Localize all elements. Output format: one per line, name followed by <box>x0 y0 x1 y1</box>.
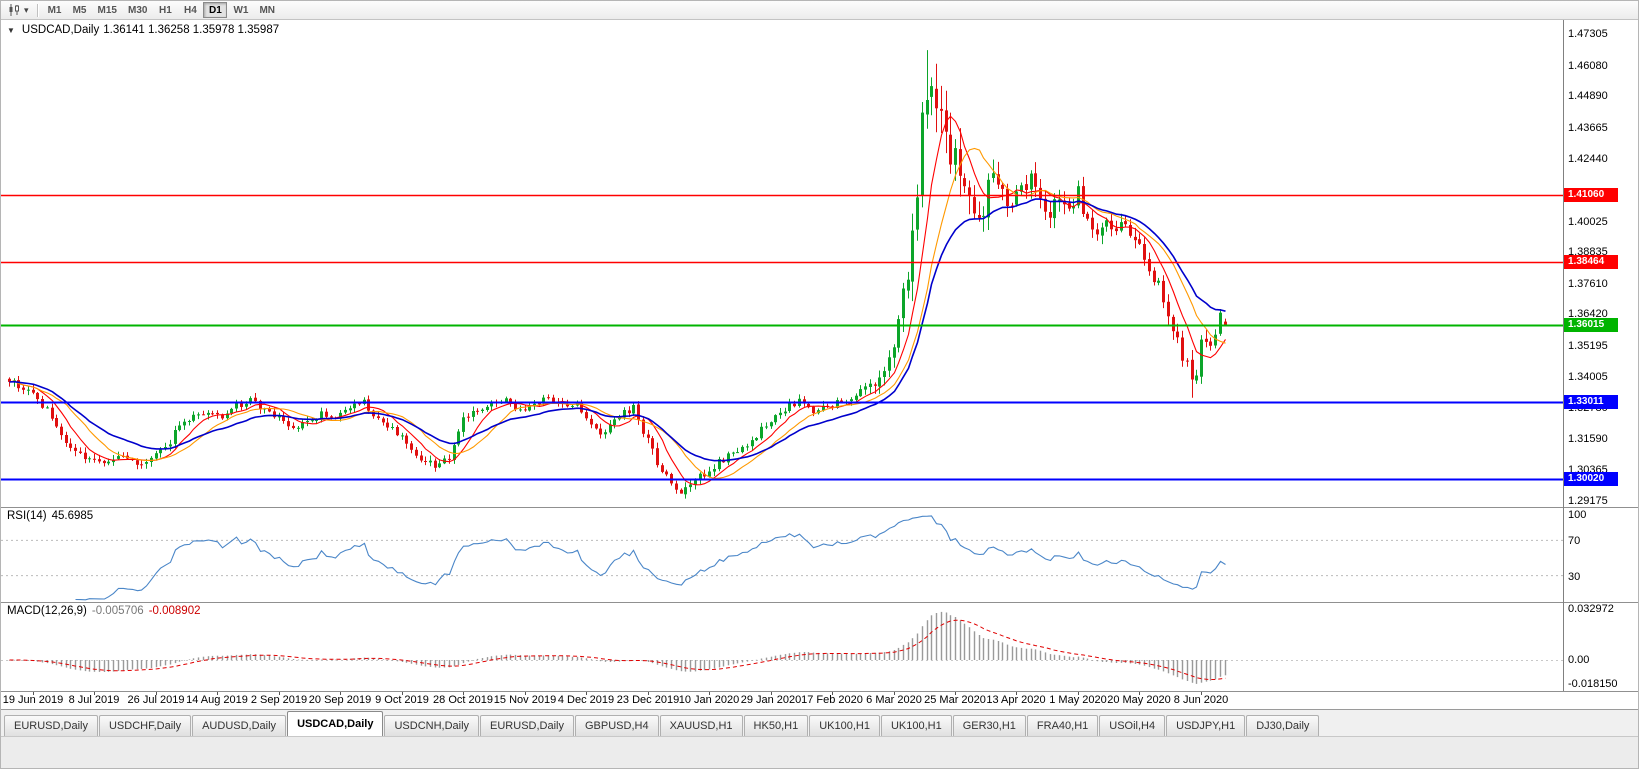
chart-tab-fra40-h1[interactable]: FRA40,H1 <box>1026 715 1099 736</box>
chart-tab-dj30-daily[interactable]: DJ30,Daily <box>1246 715 1320 736</box>
rsi-axis-tick: 100 <box>1568 509 1587 521</box>
moving-average-line <box>9 115 1226 486</box>
time-axis-label: 26 Jul 2019 <box>127 694 185 706</box>
macd-signal-line <box>9 619 1226 680</box>
timeframe-button-m15[interactable]: M15 <box>97 5 117 16</box>
price-axis-tick: 1.43665 <box>1568 122 1608 134</box>
chart-tab-gbpusd-h4[interactable]: GBPUSD,H4 <box>575 715 659 736</box>
time-axis-label: 1 May 2020 <box>1049 694 1107 706</box>
time-axis-label: 29 Jan 2020 <box>740 694 802 706</box>
time-axis-label: 19 Jun 2019 <box>2 694 64 706</box>
macd-axis-tick: -0.018150 <box>1568 678 1618 690</box>
chart-type-icon[interactable] <box>6 2 24 18</box>
price-axis-tick: 1.29175 <box>1568 495 1608 507</box>
chart-tab-bar: EURUSD,Daily USDCHF,Daily AUDUSD,Daily USDC… <box>1 709 1638 736</box>
timeframe-button-m5[interactable]: M5 <box>72 5 87 16</box>
chart-tab-eurusd-daily[interactable]: EURUSD,Daily <box>480 715 574 736</box>
chart-tab-hk50-h1[interactable]: HK50,H1 <box>743 715 809 736</box>
time-axis-label: 4 Dec 2019 <box>557 694 615 706</box>
chart-tab-ger30-h1[interactable]: GER30,H1 <box>952 715 1026 736</box>
timeframe-buttons: M1 M5 M15 M30 H1 H4 D1 W1 MN <box>43 2 280 18</box>
chart-tab-usdchf-daily[interactable]: USDCHF,Daily <box>98 715 192 736</box>
time-axis-label: 15 Nov 2019 <box>493 694 557 706</box>
timeframe-button-m1[interactable]: M1 <box>47 5 62 16</box>
timeframe-button-h4[interactable]: H4 <box>184 5 197 16</box>
rsi-axis-tick: 70 <box>1568 535 1581 547</box>
time-axis-label: 25 Mar 2020 <box>924 694 986 706</box>
macd-label: MACD(12,26,9) <box>7 605 87 617</box>
price-axis-tick: 1.37610 <box>1568 278 1608 290</box>
time-axis-label: 14 Aug 2019 <box>186 694 248 706</box>
chart-tab-uk100-h1[interactable]: UK100,H1 <box>809 715 880 736</box>
time-axis-label: 8 Jun 2020 <box>1173 694 1229 706</box>
chart-tab-audusd-daily[interactable]: AUDUSD,Daily <box>192 715 287 736</box>
periodicity-toolbar: ▾ M1 M5 M15 M30 H1 H4 D1 W1 MN <box>1 1 1638 20</box>
timeframe-button-d1[interactable]: D1 <box>203 2 228 18</box>
time-axis-label: 9 Oct 2019 <box>375 694 429 706</box>
chart-tab-usdcad-daily[interactable]: USDCAD,Daily <box>287 711 384 736</box>
price-level-badge: 1.30020 <box>1564 472 1618 486</box>
moving-average-line <box>9 147 1226 480</box>
rsi-axis-tick: 30 <box>1568 571 1581 583</box>
chart-symbol-title: USDCAD,Daily <box>21 24 100 36</box>
timeframe-button-w1[interactable]: W1 <box>233 5 249 16</box>
rsi-value: 45.6985 <box>51 510 94 522</box>
price-level-badge: 1.38464 <box>1564 255 1618 269</box>
price-level-badge: 1.36015 <box>1564 318 1618 332</box>
time-axis-label: 28 Oct 2019 <box>433 694 493 706</box>
chart-tab-usdcnh-daily[interactable]: USDCNH,Daily <box>384 715 480 736</box>
chart-tab-usoil-h4[interactable]: USOil,H4 <box>1099 715 1166 736</box>
macd-axis-tick: 0.00 <box>1568 654 1590 666</box>
timeframe-button-h1[interactable]: H1 <box>159 5 172 16</box>
macd-indicator-label: MACD(12,26,9) -0.005706 -0.008902 <box>7 605 200 617</box>
chart-tab-uk100-h1[interactable]: UK100,H1 <box>880 715 952 736</box>
chart-tab-xauusd-h1[interactable]: XAUUSD,H1 <box>659 715 743 736</box>
rsi-line <box>75 515 1226 601</box>
moving-average-line <box>9 198 1226 462</box>
time-axis-label: 2 Sep 2019 <box>250 694 308 706</box>
time-axis-label: 17 Feb 2020 <box>801 694 863 706</box>
candlestick-series <box>8 50 1227 499</box>
price-axis-tick: 1.46080 <box>1568 60 1608 72</box>
price-axis-tick: 1.31590 <box>1568 433 1608 445</box>
status-bar-area <box>1 736 1638 768</box>
price-axis-tick: 1.34005 <box>1568 371 1608 383</box>
price-axis-tick: 1.47305 <box>1568 28 1608 40</box>
time-axis-label: 20 Sep 2019 <box>308 694 372 706</box>
chart-tab-eurusd-daily[interactable]: EURUSD,Daily <box>4 715 98 736</box>
macd-axis-tick: 0.032972 <box>1568 603 1614 615</box>
price-axis-tick: 1.35195 <box>1568 340 1608 352</box>
ohlc-toggle-icon[interactable]: ▼ <box>7 26 15 35</box>
rsi-label: RSI(14) <box>7 510 47 522</box>
toolbar-separator <box>36 3 38 17</box>
time-axis-label: 8 Jul 2019 <box>68 694 120 706</box>
timeframe-button-m30[interactable]: M30 <box>127 5 148 16</box>
macd-value-signal: -0.008902 <box>148 605 201 617</box>
time-axis-label: 13 Apr 2020 <box>986 694 1046 706</box>
chart-type-dropdown-icon[interactable]: ▾ <box>24 4 29 15</box>
time-axis-label: 10 Jan 2020 <box>678 694 740 706</box>
price-axis-tick: 1.44890 <box>1568 90 1608 102</box>
time-axis-label: 20 May 2020 <box>1107 694 1171 706</box>
chart-title: ▼ USDCAD,Daily 1.36141 1.36258 1.35978 1.3… <box>7 24 279 36</box>
price-level-badge: 1.33011 <box>1564 395 1618 409</box>
price-axis-tick: 1.42440 <box>1568 153 1608 165</box>
chart-tab-usdjpy-h1[interactable]: USDJPY,H1 <box>1166 715 1246 736</box>
price-axis-tick: 1.40025 <box>1568 216 1608 228</box>
rsi-indicator-label: RSI(14) 45.6985 <box>7 510 93 522</box>
price-level-badge: 1.41060 <box>1564 188 1618 202</box>
macd-value-main: -0.005706 <box>91 605 144 617</box>
price-axis-tick: 1.36420 <box>1568 308 1608 320</box>
time-axis-label: 23 Dec 2019 <box>616 694 680 706</box>
timeframe-button-mn[interactable]: MN <box>259 5 275 16</box>
macd-histogram <box>8 611 1227 684</box>
chart-ohlc-values: 1.36141 1.36258 1.35978 1.35987 <box>103 24 280 36</box>
time-axis-label: 6 Mar 2020 <box>866 694 922 706</box>
